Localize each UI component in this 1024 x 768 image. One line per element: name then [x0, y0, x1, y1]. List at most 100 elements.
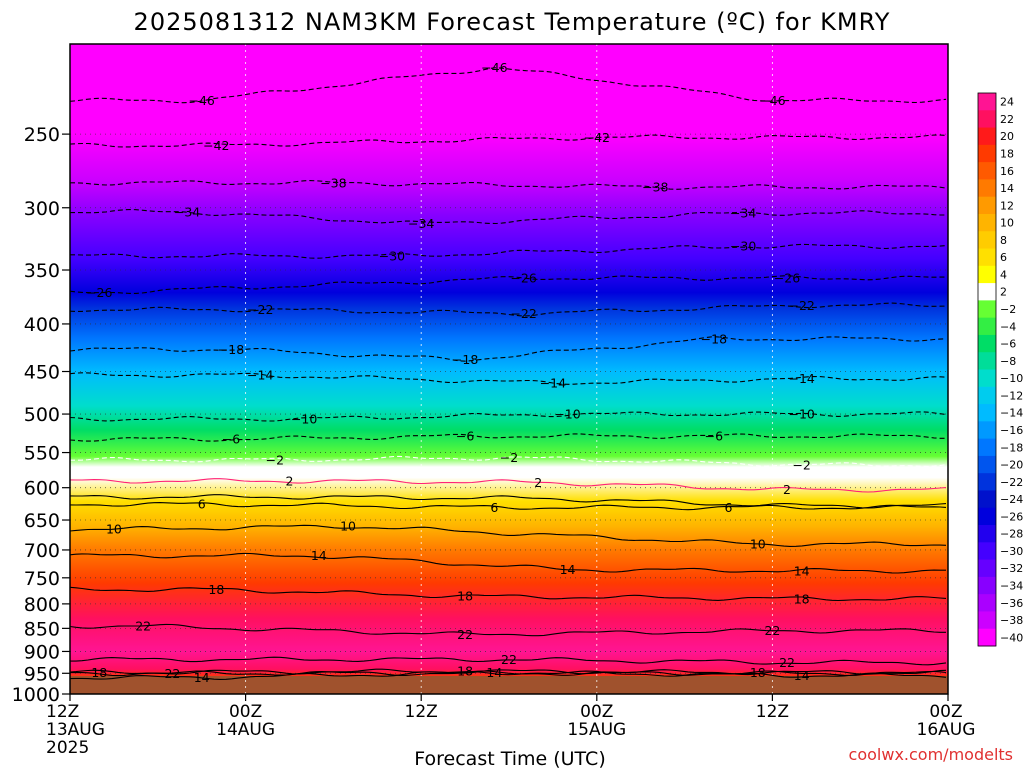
- contour-label: 18: [457, 664, 473, 679]
- x-tick-label: 15AUG: [567, 720, 626, 740]
- contour-label: −6: [222, 432, 240, 447]
- colorbar-swatch: [978, 386, 996, 405]
- colorbar-swatch: [978, 179, 996, 198]
- contour-label: −34: [730, 206, 756, 221]
- contour-line-2-lower: [70, 494, 947, 509]
- colorbar-swatch: [978, 594, 996, 612]
- contour-label: 18: [208, 582, 224, 597]
- contour-label: 14: [194, 670, 210, 685]
- x-tick-label: 12Z: [46, 702, 79, 722]
- colorbar-label: −6: [1000, 338, 1016, 351]
- colorbar-swatch: [978, 611, 996, 630]
- colorbar-label: −18: [1000, 441, 1023, 454]
- colorbar-label: −30: [1000, 545, 1023, 558]
- chart-title: 2025081312 NAM3KM Forecast Temperature (…: [134, 8, 891, 36]
- contour-label: 6: [725, 500, 733, 515]
- colorbar-swatch: [978, 334, 996, 353]
- contour-label: −38: [642, 180, 668, 195]
- colorbar-label: −26: [1000, 510, 1023, 523]
- contour-label: −46: [481, 60, 507, 75]
- contour-label: −22: [510, 306, 536, 321]
- contour-label: 6: [198, 497, 206, 512]
- contour-line--38: [70, 180, 947, 190]
- x-tick-label: 00Z: [929, 702, 962, 722]
- contour-labels: −46−46−46−42−42−38 −38−34−34−34−30−30−26−…: [86, 60, 815, 685]
- x-tick-label: 2025: [46, 738, 89, 758]
- x-tick-label: 12Z: [756, 702, 789, 722]
- contour-label: −2: [500, 450, 518, 465]
- contour-label: −26: [774, 271, 800, 286]
- contour-label: 14: [311, 548, 327, 563]
- x-axis-label: Forecast Time (UTC): [414, 748, 605, 768]
- x-tick-label: 12Z: [405, 702, 438, 722]
- contour-line-22: [70, 656, 947, 666]
- contour-label: −10: [291, 411, 317, 426]
- x-tick-label: 16AUG: [917, 720, 976, 740]
- x-tick-label: 14AUG: [216, 720, 275, 740]
- colorbar-label: −2: [1000, 303, 1016, 316]
- contour-line--22: [70, 302, 947, 317]
- colorbar-swatch: [978, 93, 996, 111]
- contour-label: 22: [501, 652, 517, 667]
- contour-line--34: [70, 208, 946, 225]
- y-tick-label: 300: [24, 198, 60, 220]
- contour-label: −10: [554, 407, 580, 422]
- contour-label: −6: [456, 429, 474, 444]
- contour-label: 6: [490, 500, 498, 515]
- colorbar-label: 8: [1000, 234, 1007, 247]
- contour-label: 22: [779, 655, 795, 670]
- colorbar-swatch: [978, 283, 996, 301]
- y-tick-label: 550: [24, 443, 60, 465]
- colorbar: 24 22 20 18 16 14 12 10 8 6 4 2 −2 −4 −6 −8 −10 −12 −14 −16…: [977, 92, 1023, 647]
- colorbar-swatch: [978, 525, 996, 543]
- contour-label: −18: [701, 331, 727, 346]
- contour-label: 14: [486, 665, 502, 680]
- contour-line-6: [70, 502, 947, 511]
- colorbar-label: −34: [1000, 580, 1023, 593]
- colorbar-label: 16: [1000, 165, 1014, 178]
- colorbar-swatch: [978, 196, 996, 215]
- contour-line-18: [70, 586, 947, 602]
- contour-label: 2: [286, 473, 294, 488]
- contour-label: −46: [189, 93, 215, 108]
- colorbar-label: −14: [1000, 407, 1023, 420]
- contour-line-2: [70, 478, 947, 493]
- contour-label: −42: [203, 138, 229, 153]
- ground-layer: [70, 676, 948, 694]
- contour-label: −14: [788, 371, 814, 386]
- contour-label: −6: [705, 429, 723, 444]
- colorbar-label: 14: [1000, 182, 1014, 195]
- colorbar-label: 2: [1000, 286, 1007, 299]
- colorbar-border: [977, 92, 997, 647]
- contour-line--42: [70, 134, 947, 148]
- contour-line--46: [70, 67, 947, 104]
- colorbar-label: 22: [1000, 113, 1014, 126]
- grid-lines: [70, 44, 948, 694]
- colorbar-swatch: [978, 231, 996, 250]
- contour-label: −14: [540, 376, 566, 391]
- x-tick-label: 00Z: [580, 702, 613, 722]
- colorbar-label: −36: [1000, 597, 1023, 610]
- contour-line-18: [70, 668, 947, 676]
- colorbar-label: −20: [1000, 459, 1023, 472]
- contour-label: 2: [783, 482, 791, 497]
- colorbar-swatch: [978, 490, 996, 509]
- contour-label: −26: [510, 271, 536, 286]
- contour-label: 14: [794, 563, 810, 578]
- contour-label: −10: [788, 407, 814, 422]
- colorbar-label: −24: [1000, 493, 1023, 506]
- colorbar-label: 20: [1000, 130, 1014, 143]
- y-tick-label: 800: [24, 594, 60, 616]
- colorbar-label: −40: [1000, 631, 1023, 644]
- colorbar-swatch: [978, 213, 996, 232]
- x-tick-label: 00Z: [229, 702, 262, 722]
- contour-label: −34: [408, 216, 434, 231]
- colorbar-label: 6: [1000, 251, 1007, 264]
- contour-label: 22: [764, 623, 780, 638]
- contour-label: 22: [457, 627, 473, 642]
- colorbar-label: −28: [1000, 528, 1023, 541]
- contour-label: −18: [218, 342, 244, 357]
- plot-area: −46−46−46−42−42−38 −38−34−34−34−30−30−26−…: [70, 44, 948, 694]
